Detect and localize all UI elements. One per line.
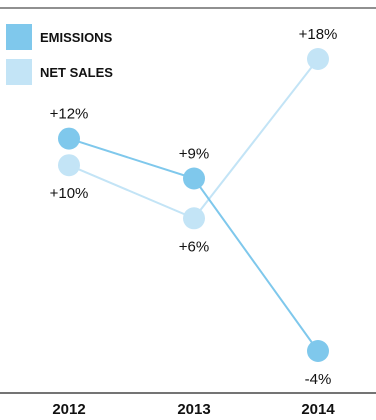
line-net-sales xyxy=(68,58,319,220)
data-labels: +12% +9% -4% +10% +6% +18% xyxy=(50,26,338,388)
series-net-sales xyxy=(58,48,329,230)
legend-swatch-emissions xyxy=(6,24,32,50)
x-tick-2013: 2013 xyxy=(177,401,210,418)
data-label-emissions-2013: +9% xyxy=(179,146,209,163)
series-layer xyxy=(58,48,329,362)
data-label-net-sales-2013: +6% xyxy=(179,238,209,255)
point-net-sales-2014 xyxy=(307,48,329,70)
point-emissions-2013 xyxy=(183,167,205,190)
data-label-net-sales-2012: +10% xyxy=(50,185,89,202)
point-emissions-2014 xyxy=(307,340,329,362)
legend-label-net-sales: NET SALES xyxy=(40,65,113,80)
data-label-net-sales-2014: +18% xyxy=(299,26,338,43)
data-label-emissions-2014: -4% xyxy=(305,371,332,388)
series-emissions xyxy=(58,127,329,362)
legend: EMISSIONS NET SALES xyxy=(6,24,113,85)
legend-label-emissions: EMISSIONS xyxy=(40,30,113,45)
data-label-emissions-2012: +12% xyxy=(50,106,89,123)
legend-swatch-net-sales xyxy=(6,59,32,85)
x-axis-ticks: 2012 2013 2014 xyxy=(52,401,335,418)
point-emissions-2012 xyxy=(58,127,80,150)
point-net-sales-2013 xyxy=(183,207,205,230)
x-tick-2014: 2014 xyxy=(301,401,335,418)
x-tick-2012: 2012 xyxy=(52,401,85,418)
point-net-sales-2012 xyxy=(58,154,80,177)
